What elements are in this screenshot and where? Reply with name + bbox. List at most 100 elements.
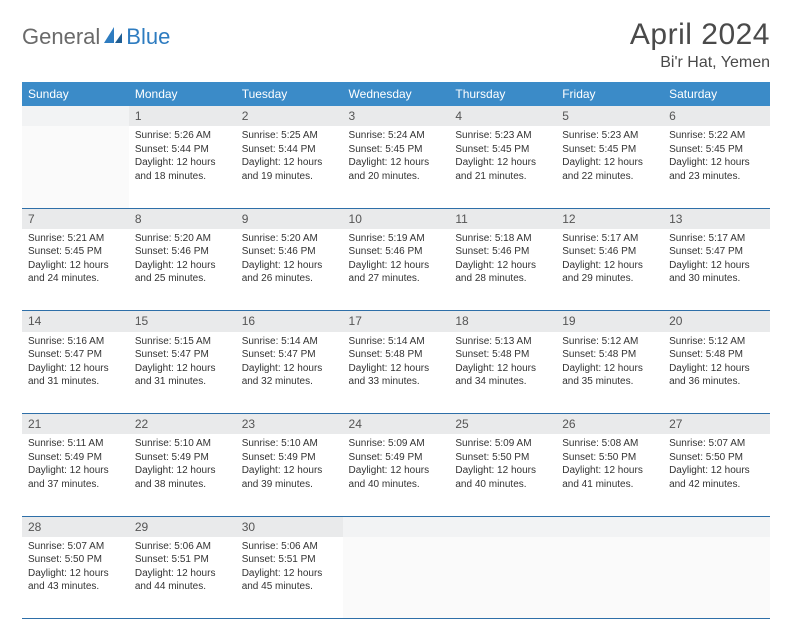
day-cell: Sunrise: 5:25 AMSunset: 5:44 PMDaylight:… [236,126,343,208]
daylight-line-2: and 21 minutes. [455,170,550,184]
sunset-line: Sunset: 5:48 PM [349,348,444,362]
daylight-line-2: and 45 minutes. [242,580,337,594]
day-number-cell: 30 [236,516,343,537]
day-number-cell [556,516,663,537]
calendar-table: Sunday Monday Tuesday Wednesday Thursday… [22,82,770,619]
daylight-line-1: Daylight: 12 hours [562,464,657,478]
location-label: Bi'r Hat, Yemen [630,54,770,72]
daylight-line-2: and 40 minutes. [455,478,550,492]
daynum-row: 282930 [22,516,770,537]
daylight-line-1: Daylight: 12 hours [669,156,764,170]
sunset-line: Sunset: 5:46 PM [242,245,337,259]
sunrise-line: Sunrise: 5:15 AM [135,335,230,349]
day-cell: Sunrise: 5:11 AMSunset: 5:49 PMDaylight:… [22,434,129,516]
sunrise-line: Sunrise: 5:18 AM [455,232,550,246]
daylight-line-1: Daylight: 12 hours [242,259,337,273]
day-cell: Sunrise: 5:18 AMSunset: 5:46 PMDaylight:… [449,229,556,311]
day-number-cell: 2 [236,106,343,126]
sunset-line: Sunset: 5:51 PM [242,553,337,567]
day-cell: Sunrise: 5:09 AMSunset: 5:49 PMDaylight:… [343,434,450,516]
daylight-line-2: and 33 minutes. [349,375,444,389]
daylight-line-1: Daylight: 12 hours [135,156,230,170]
day-cell: Sunrise: 5:06 AMSunset: 5:51 PMDaylight:… [129,537,236,619]
day-number-cell: 29 [129,516,236,537]
day-cell: Sunrise: 5:23 AMSunset: 5:45 PMDaylight:… [556,126,663,208]
day-cell: Sunrise: 5:19 AMSunset: 5:46 PMDaylight:… [343,229,450,311]
daylight-line-2: and 28 minutes. [455,272,550,286]
daylight-line-2: and 27 minutes. [349,272,444,286]
day-cell: Sunrise: 5:15 AMSunset: 5:47 PMDaylight:… [129,332,236,414]
daylight-line-1: Daylight: 12 hours [562,259,657,273]
day-cell: Sunrise: 5:20 AMSunset: 5:46 PMDaylight:… [236,229,343,311]
daylight-line-2: and 23 minutes. [669,170,764,184]
daylight-line-1: Daylight: 12 hours [349,362,444,376]
sunrise-line: Sunrise: 5:08 AM [562,437,657,451]
sunset-line: Sunset: 5:50 PM [562,451,657,465]
sunrise-line: Sunrise: 5:20 AM [135,232,230,246]
sunrise-line: Sunrise: 5:07 AM [28,540,123,554]
daylight-line-1: Daylight: 12 hours [669,259,764,273]
sunset-line: Sunset: 5:48 PM [562,348,657,362]
daylight-line-2: and 24 minutes. [28,272,123,286]
sunrise-line: Sunrise: 5:14 AM [242,335,337,349]
sunrise-line: Sunrise: 5:13 AM [455,335,550,349]
sunset-line: Sunset: 5:46 PM [455,245,550,259]
day-number-cell: 21 [22,414,129,435]
day-cell [449,537,556,619]
day-number-cell: 23 [236,414,343,435]
sunset-line: Sunset: 5:45 PM [562,143,657,157]
daylight-line-2: and 41 minutes. [562,478,657,492]
daylight-line-1: Daylight: 12 hours [669,362,764,376]
sunrise-line: Sunrise: 5:09 AM [455,437,550,451]
sunrise-line: Sunrise: 5:20 AM [242,232,337,246]
sunset-line: Sunset: 5:45 PM [349,143,444,157]
logo: General Blue [22,18,170,50]
day-cell: Sunrise: 5:24 AMSunset: 5:45 PMDaylight:… [343,126,450,208]
daylight-line-1: Daylight: 12 hours [242,567,337,581]
day-cell: Sunrise: 5:06 AMSunset: 5:51 PMDaylight:… [236,537,343,619]
day-number-cell: 22 [129,414,236,435]
sunrise-line: Sunrise: 5:24 AM [349,129,444,143]
day-cell: Sunrise: 5:26 AMSunset: 5:44 PMDaylight:… [129,126,236,208]
daylight-line-1: Daylight: 12 hours [28,362,123,376]
daylight-line-2: and 20 minutes. [349,170,444,184]
daylight-line-2: and 32 minutes. [242,375,337,389]
day-number-cell: 14 [22,311,129,332]
day-cell [663,537,770,619]
daylight-line-2: and 37 minutes. [28,478,123,492]
sunrise-line: Sunrise: 5:26 AM [135,129,230,143]
daynum-row: 123456 [22,106,770,126]
sunrise-line: Sunrise: 5:17 AM [562,232,657,246]
day-number-cell: 1 [129,106,236,126]
daylight-line-2: and 19 minutes. [242,170,337,184]
daylight-line-1: Daylight: 12 hours [135,362,230,376]
sunset-line: Sunset: 5:45 PM [455,143,550,157]
daylight-line-1: Daylight: 12 hours [455,362,550,376]
day-number-cell: 26 [556,414,663,435]
sunset-line: Sunset: 5:46 PM [562,245,657,259]
sunset-line: Sunset: 5:49 PM [349,451,444,465]
sunset-line: Sunset: 5:48 PM [455,348,550,362]
col-tuesday: Tuesday [236,82,343,106]
day-cell: Sunrise: 5:07 AMSunset: 5:50 PMDaylight:… [22,537,129,619]
day-number-cell [449,516,556,537]
daylight-line-1: Daylight: 12 hours [669,464,764,478]
daylight-line-1: Daylight: 12 hours [562,362,657,376]
day-number-cell: 18 [449,311,556,332]
day-number-cell: 27 [663,414,770,435]
sunset-line: Sunset: 5:44 PM [135,143,230,157]
col-wednesday: Wednesday [343,82,450,106]
sunrise-line: Sunrise: 5:12 AM [562,335,657,349]
daylight-line-1: Daylight: 12 hours [28,464,123,478]
day-number-cell: 6 [663,106,770,126]
daylight-line-1: Daylight: 12 hours [562,156,657,170]
day-number-cell: 12 [556,208,663,229]
sunrise-line: Sunrise: 5:23 AM [455,129,550,143]
daylight-line-2: and 44 minutes. [135,580,230,594]
daylight-line-2: and 25 minutes. [135,272,230,286]
daylight-line-2: and 34 minutes. [455,375,550,389]
sunset-line: Sunset: 5:50 PM [669,451,764,465]
daylight-line-1: Daylight: 12 hours [349,464,444,478]
day-cell: Sunrise: 5:09 AMSunset: 5:50 PMDaylight:… [449,434,556,516]
daylight-line-1: Daylight: 12 hours [455,259,550,273]
